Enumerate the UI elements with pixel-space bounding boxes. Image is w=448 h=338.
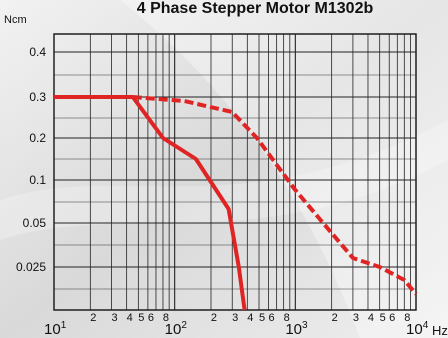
x-minor-tick-label: 6 [269,312,275,324]
y-tick-labels: 0.4 0.3 0.2 0.1 0.05 0.025 [16,45,46,274]
x-major-tick-label: 102 [165,320,188,338]
x-minor-tick-label: 2 [211,312,217,324]
y-tick-label: 0.4 [29,45,46,59]
plot-frame [53,33,417,311]
x-axis-unit: Hz [432,323,448,338]
y-axis-label: Ncm [4,14,27,26]
x-minor-tick-label: 6 [389,312,395,324]
x-minor-tick-label: 5 [138,312,144,324]
y-tick-label: 0.05 [23,216,47,230]
x-major-tick-label: 104 [406,320,429,338]
x-minor-tick-label: 6 [148,312,154,324]
x-major-tick-label: 101 [44,320,67,338]
series-line-dashed [132,95,418,296]
x-minor-tick-label: 4 [368,312,374,324]
series-line-solid [54,95,247,311]
chart-title: 4 Phase Stepper Motor M1302b [137,0,374,17]
x-minor-tick-label: 8 [284,312,290,324]
x-minor-tick-label: 3 [232,312,238,324]
x-minor-tick-label: 5 [259,312,265,324]
x-minor-tick-label: 3 [112,312,118,324]
y-tick-label: 0.1 [29,173,46,187]
x-minor-tick-label: 3 [353,312,359,324]
x-minor-tick-label: 8 [163,312,169,324]
x-minor-tick-label: 4 [127,312,133,324]
series-lines [54,95,418,311]
x-minor-tick-label: 2 [332,312,338,324]
y-tick-label: 0.2 [29,131,46,145]
x-minor-tick-label: 5 [380,312,386,324]
x-minor-tick-label: 4 [247,312,253,324]
grid [53,33,417,311]
x-minor-tick-label: 8 [404,312,410,324]
y-tick-label: 0.3 [29,90,46,104]
y-tick-label: 0.025 [16,260,46,274]
x-minor-tick-label: 2 [90,312,96,324]
x-major-tick-label: 103 [285,320,308,338]
